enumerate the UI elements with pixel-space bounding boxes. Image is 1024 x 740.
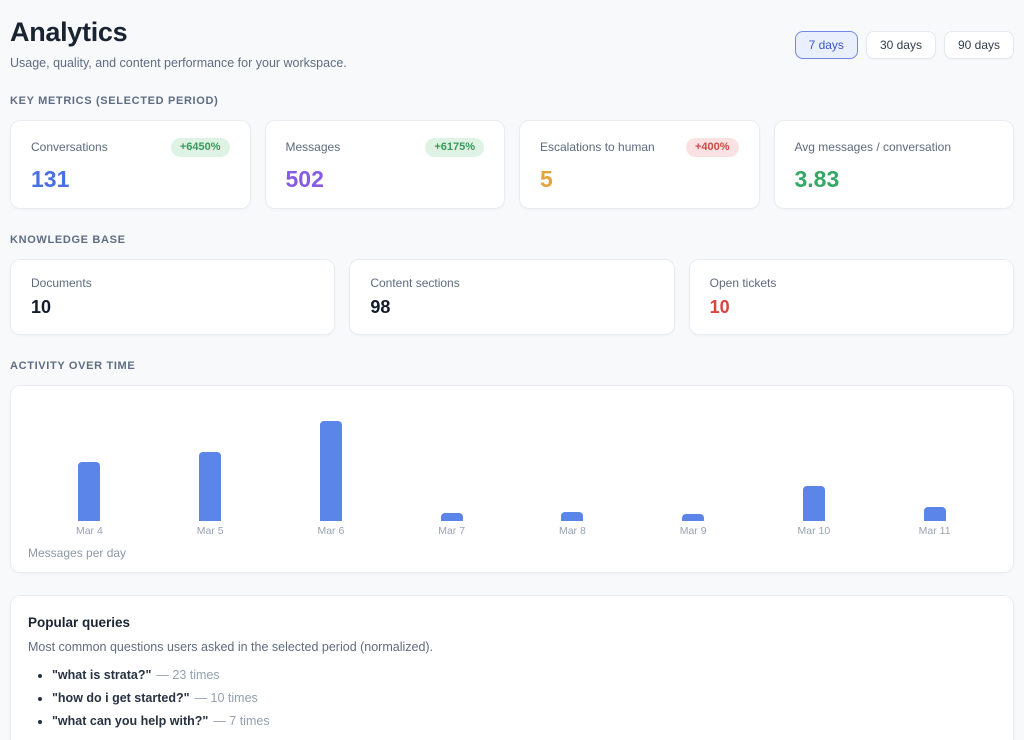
- period-button-90-days[interactable]: 90 days: [943, 31, 1014, 59]
- metric-card: Messages +6175% 502: [264, 119, 505, 209]
- kb-value: 98: [370, 296, 391, 317]
- x-tick-label: Mar 10: [797, 524, 831, 537]
- bar-column: [391, 386, 512, 521]
- x-tick-label: Mar 8: [558, 524, 586, 537]
- knowledge-base-card: Open tickets 10: [688, 258, 1014, 335]
- popular-queries-title: Popular queries: [28, 614, 131, 630]
- key-metrics-row: Conversations +6450% 131 Messages +6175% 502 E…: [10, 119, 1014, 209]
- section-heading-activity: Activity over time: [10, 359, 136, 372]
- bar-column: [271, 386, 392, 521]
- metric-change-badge: +6175%: [425, 137, 484, 157]
- bar-mar-6: [319, 420, 342, 521]
- activity-chart-card: Mar 4 Mar 5 Mar 6 Mar 7 Mar 8 Mar 9 Mar 10 Mar …: [10, 384, 1014, 573]
- section-heading-key-metrics: Key metrics (selected period): [10, 94, 219, 107]
- bar-mar-10: [802, 485, 825, 521]
- metric-card-header: Messages +6175%: [285, 137, 484, 158]
- chart-caption: Messages per day: [28, 545, 127, 560]
- bar-chart-x-axis: Mar 4 Mar 5 Mar 6 Mar 7 Mar 8 Mar 9 Mar 10 Mar …: [29, 521, 995, 537]
- popular-query-item: "how do i get started?" — 10 times: [52, 690, 996, 705]
- popular-queries-card: Popular queries Most common questions us…: [10, 594, 1014, 740]
- kb-value: 10: [31, 296, 52, 317]
- metric-card: Avg messages / conversation 3.83: [773, 119, 1014, 209]
- popular-queries-subtitle: Most common questions users asked in the…: [28, 639, 434, 654]
- bar-column: [633, 386, 754, 521]
- query-count: — 10 times: [194, 690, 258, 705]
- popular-query-item: "what is strata?" — 23 times: [52, 667, 996, 682]
- page-subtitle: Usage, quality, and content performance …: [10, 55, 347, 70]
- bar-mar-4: [78, 461, 101, 521]
- metric-card: Conversations +6450% 131: [10, 119, 251, 209]
- metric-label: Messages: [285, 140, 341, 155]
- bar-column: [150, 386, 271, 521]
- metric-value: 131: [31, 165, 70, 192]
- x-tick-label: Mar 11: [918, 524, 951, 537]
- bar-mar-7: [440, 512, 463, 521]
- knowledge-base-card: Content sections 98: [349, 258, 675, 335]
- metric-value: 5: [540, 165, 553, 192]
- query-count: — 23 times: [156, 667, 220, 682]
- kb-label: Content sections: [370, 275, 460, 290]
- bar-mar-11: [923, 506, 946, 521]
- page-header: Analytics Usage, quality, and content pe…: [10, 17, 1014, 70]
- bar-mar-5: [199, 451, 222, 521]
- query-text: "how do i get started?": [52, 690, 190, 705]
- page-title: Analytics: [10, 17, 128, 47]
- kb-value: 10: [709, 296, 730, 317]
- metric-value: 502: [285, 165, 324, 192]
- query-text: "what can you help with?": [52, 714, 209, 729]
- metric-value: 3.83: [794, 165, 840, 192]
- knowledge-base-card: Documents 10: [10, 258, 336, 335]
- metric-change-badge: +6450%: [170, 137, 230, 157]
- kb-label: Open tickets: [709, 275, 777, 290]
- metric-label: Conversations: [31, 140, 108, 155]
- bar-column: [754, 386, 875, 521]
- x-tick-label: Mar 7: [438, 524, 466, 537]
- bar-column: [512, 386, 633, 521]
- x-tick-label: Mar 9: [679, 524, 707, 537]
- metric-card-header: Avg messages / conversation: [795, 137, 994, 158]
- bar-column: [29, 386, 150, 521]
- metric-label: Escalations to human: [540, 140, 655, 155]
- header-text: Analytics Usage, quality, and content pe…: [10, 17, 347, 70]
- bar-mar-8: [561, 511, 584, 521]
- x-tick-label: Mar 5: [196, 524, 224, 537]
- metric-card-header: Conversations +6450%: [31, 137, 230, 158]
- query-text: "what is strata?": [52, 667, 152, 682]
- metric-label: Avg messages / conversation: [794, 140, 952, 155]
- bar-chart: [29, 386, 995, 521]
- popular-query-item: "what can you help with?" — 7 times: [52, 714, 996, 729]
- query-count: — 7 times: [213, 714, 270, 729]
- metric-card-header: Escalations to human +400%: [540, 137, 739, 158]
- popular-queries-list: "what is strata?" — 23 times "how do i get…: [28, 667, 996, 729]
- x-tick-label: Mar 6: [317, 524, 345, 537]
- knowledge-base-row: Documents 10 Content sections 98 Open ticket…: [10, 258, 1014, 335]
- x-tick-label: Mar 4: [75, 524, 103, 537]
- period-button-30-days[interactable]: 30 days: [865, 31, 936, 59]
- bar-mar-9: [682, 513, 705, 521]
- period-selector: 7 days 30 days 90 days: [794, 31, 1014, 59]
- period-button-7-days[interactable]: 7 days: [794, 31, 858, 59]
- kb-label: Documents: [31, 275, 92, 290]
- section-heading-knowledge-base: Knowledge base: [10, 233, 126, 246]
- metric-change-badge: +400%: [685, 137, 739, 157]
- bar-column: [874, 386, 995, 521]
- metric-card: Escalations to human +400% 5: [519, 119, 760, 209]
